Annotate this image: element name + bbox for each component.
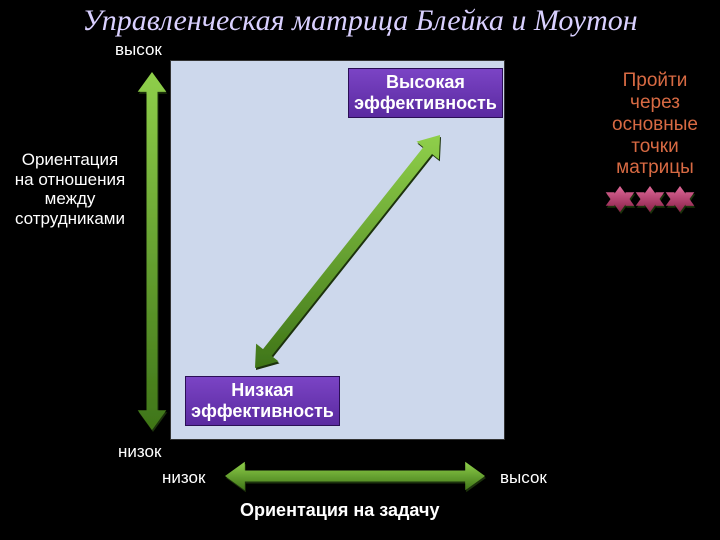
arrows-layer [0, 0, 720, 540]
